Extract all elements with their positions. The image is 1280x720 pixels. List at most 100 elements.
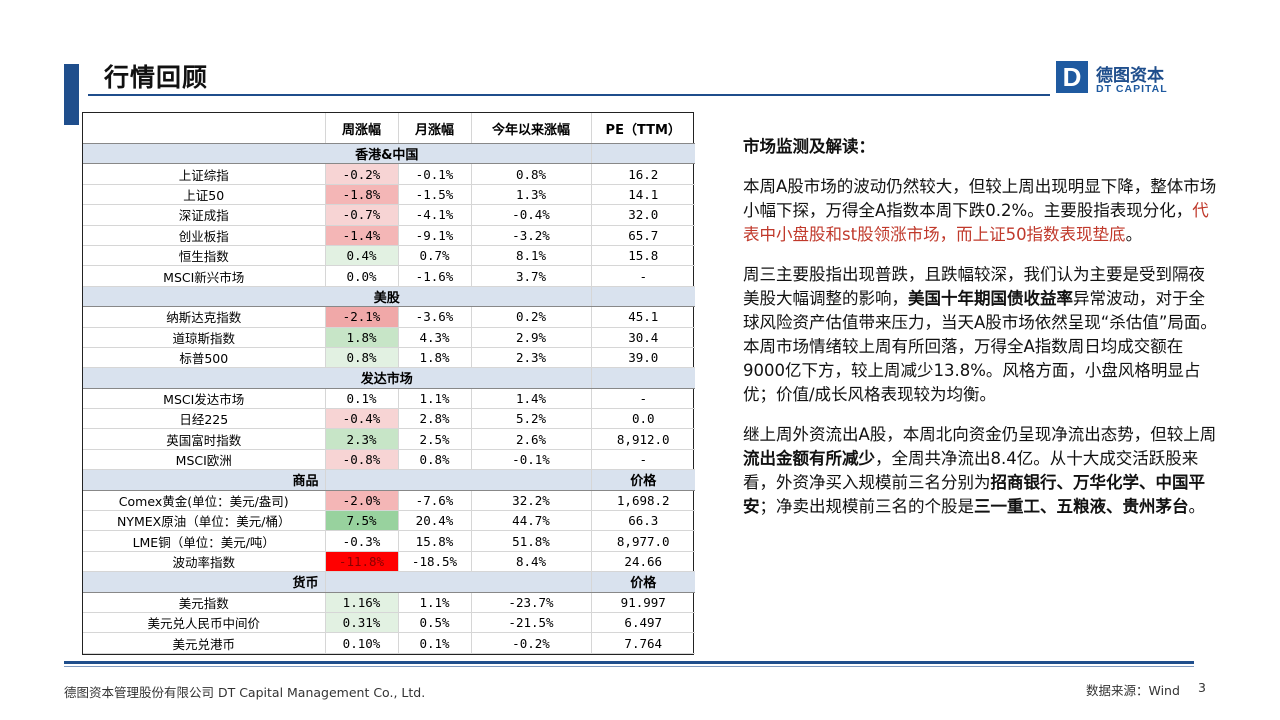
row-value: -7.6%	[398, 490, 472, 512]
row-value: -0.1%	[471, 449, 592, 471]
section-header-row: 美股	[83, 285, 695, 308]
row-name: 创业板指	[83, 225, 326, 246]
row-value: 4.3%	[398, 327, 472, 348]
row-value: 0.10%	[325, 632, 399, 654]
row-value: 1,698.2	[591, 490, 695, 512]
section-spacer	[325, 469, 592, 491]
row-name: MSCI新兴市场	[83, 265, 326, 287]
row-value: 14.1	[591, 184, 695, 206]
row-name: 英国富时指数	[83, 428, 326, 450]
row-value: 8.4%	[471, 551, 592, 573]
table-row: NYMEX原油（单位：美元/桶） 7.5% 20.4% 44.7% 66.3	[83, 510, 695, 532]
commentary-paragraph-3: 继上周外资流出A股，本周北向资金仍呈现净流出态势，但较上周流出金额有所减少，全周…	[743, 423, 1218, 519]
row-value: 30.4	[591, 327, 695, 348]
section-label: 香港&中国	[83, 142, 592, 165]
row-name: NYMEX原油（单位：美元/桶）	[83, 510, 326, 532]
section-price-label	[591, 142, 695, 165]
row-value: -	[591, 388, 695, 410]
footer-company: 德图资本管理股份有限公司 DT Capital Management Co., …	[64, 685, 426, 700]
row-value: 2.3%	[471, 347, 592, 369]
text-span: 本周A股市场的波动仍然较大，但较上周出现明显下降，整体市场小幅下探，万得全A指数…	[743, 177, 1217, 220]
row-value: 2.5%	[398, 428, 472, 450]
table-row: 标普500 0.8% 1.8% 2.3% 39.0	[83, 347, 695, 369]
row-value: 0.8%	[398, 449, 472, 471]
row-value: 0.1%	[325, 388, 399, 410]
row-value: 8,912.0	[591, 428, 695, 450]
row-name: 纳斯达克指数	[83, 306, 326, 328]
header-cell: 周涨幅	[325, 113, 399, 144]
row-value: 3.7%	[471, 265, 592, 287]
logo-en-text: DT CAPITAL	[1096, 83, 1168, 95]
row-value: 2.9%	[471, 327, 592, 348]
footer-divider	[64, 661, 1194, 664]
bold-text: 招商银行、万华化学、中国平安	[743, 473, 1205, 516]
table-row: 道琼斯指数 1.8% 4.3% 2.9% 30.4	[83, 327, 695, 348]
table-row: 上证综指 -0.2% -0.1% 0.8% 16.2	[83, 163, 695, 185]
row-name: 日经225	[83, 408, 326, 430]
row-name: 美元兑港币	[83, 632, 326, 654]
row-value: -1.4%	[325, 225, 399, 246]
row-value: -0.1%	[398, 163, 472, 185]
header-cell: PE（TTM）	[591, 113, 695, 144]
row-value: -1.6%	[398, 265, 472, 287]
text-span: 继上周外资流出A股，本周北向资金仍呈现净流出态势，但较上周	[743, 425, 1217, 444]
table-row: MSCI发达市场 0.1% 1.1% 1.4% -	[83, 388, 695, 410]
row-name: 深证成指	[83, 204, 326, 226]
row-value: -0.4%	[471, 204, 592, 226]
row-value: 0.0	[591, 408, 695, 430]
row-value: 16.2	[591, 163, 695, 185]
commentary-paragraph-1: 本周A股市场的波动仍然较大，但较上周出现明显下降，整体市场小幅下探，万得全A指数…	[743, 175, 1218, 247]
page-number: 3	[1198, 680, 1206, 695]
row-value: -0.8%	[325, 449, 399, 471]
row-value: 2.8%	[398, 408, 472, 430]
section-price-label: 价格	[591, 469, 695, 491]
row-value: 66.3	[591, 510, 695, 532]
table-row: 美元指数 1.16% 1.1% -23.7% 91.997	[83, 592, 695, 613]
table-row: 上证50 -1.8% -1.5% 1.3% 14.1	[83, 184, 695, 206]
row-value: -9.1%	[398, 225, 472, 246]
row-value: -0.7%	[325, 204, 399, 226]
row-name: 波动率指数	[83, 551, 326, 573]
row-value: 0.7%	[398, 245, 472, 267]
header-cell: 月涨幅	[398, 113, 472, 144]
section-header-row: 商品 价格	[83, 469, 695, 491]
table-row: 恒生指数 0.4% 0.7% 8.1% 15.8	[83, 245, 695, 267]
section-price-label	[591, 367, 695, 389]
row-value: -2.0%	[325, 490, 399, 512]
text-span: 异常波动，对于全球风险资产估值带来压力，当天A股市场依然呈现“杀估值”局面。本周…	[743, 289, 1217, 404]
row-value: -3.6%	[398, 306, 472, 328]
footer-source: 数据来源：Wind	[1086, 683, 1180, 698]
page-title: 行情回顾	[104, 63, 209, 92]
footer-divider-thin	[64, 666, 1194, 667]
row-value: 0.4%	[325, 245, 399, 267]
row-value: 1.3%	[471, 184, 592, 206]
row-value: 0.1%	[398, 632, 472, 654]
row-value: 65.7	[591, 225, 695, 246]
row-value: 1.1%	[398, 592, 472, 613]
table-row: 英国富时指数 2.3% 2.5% 2.6% 8,912.0	[83, 428, 695, 450]
commentary-panel: 市场监测及解读： 本周A股市场的波动仍然较大，但较上周出现明显下降，整体市场小幅…	[743, 135, 1218, 535]
row-name: 上证50	[83, 184, 326, 206]
table-row: 日经225 -0.4% 2.8% 5.2% 0.0	[83, 408, 695, 430]
highlight-text: 代表中小盘股和st股领涨市场，而上证50指数表现垫底	[743, 201, 1209, 244]
section-label: 美股	[83, 285, 592, 308]
bold-text: 三一重工、五粮液、贵州茅台	[974, 497, 1189, 516]
row-name: 恒生指数	[83, 245, 326, 267]
row-value: 44.7%	[471, 510, 592, 532]
row-value: 0.31%	[325, 612, 399, 634]
table-row: 波动率指数 -11.8% -18.5% 8.4% 24.66	[83, 551, 695, 573]
table-row: 美元兑港币 0.10% 0.1% -0.2% 7.764	[83, 632, 695, 654]
header-cell: 今年以来涨幅	[471, 113, 592, 144]
row-name: 标普500	[83, 347, 326, 369]
row-name: 道琼斯指数	[83, 327, 326, 348]
row-value: 0.5%	[398, 612, 472, 634]
row-value: 39.0	[591, 347, 695, 369]
section-header-row: 香港&中国	[83, 142, 695, 165]
text-span: ；净卖出规模前三名的个股是	[759, 497, 975, 516]
row-value: -0.2%	[325, 163, 399, 185]
section-header-row: 货币 价格	[83, 571, 695, 593]
row-value: 1.8%	[398, 347, 472, 369]
row-value: -11.8%	[325, 551, 399, 573]
row-name: 美元指数	[83, 592, 326, 613]
row-value: -3.2%	[471, 225, 592, 246]
